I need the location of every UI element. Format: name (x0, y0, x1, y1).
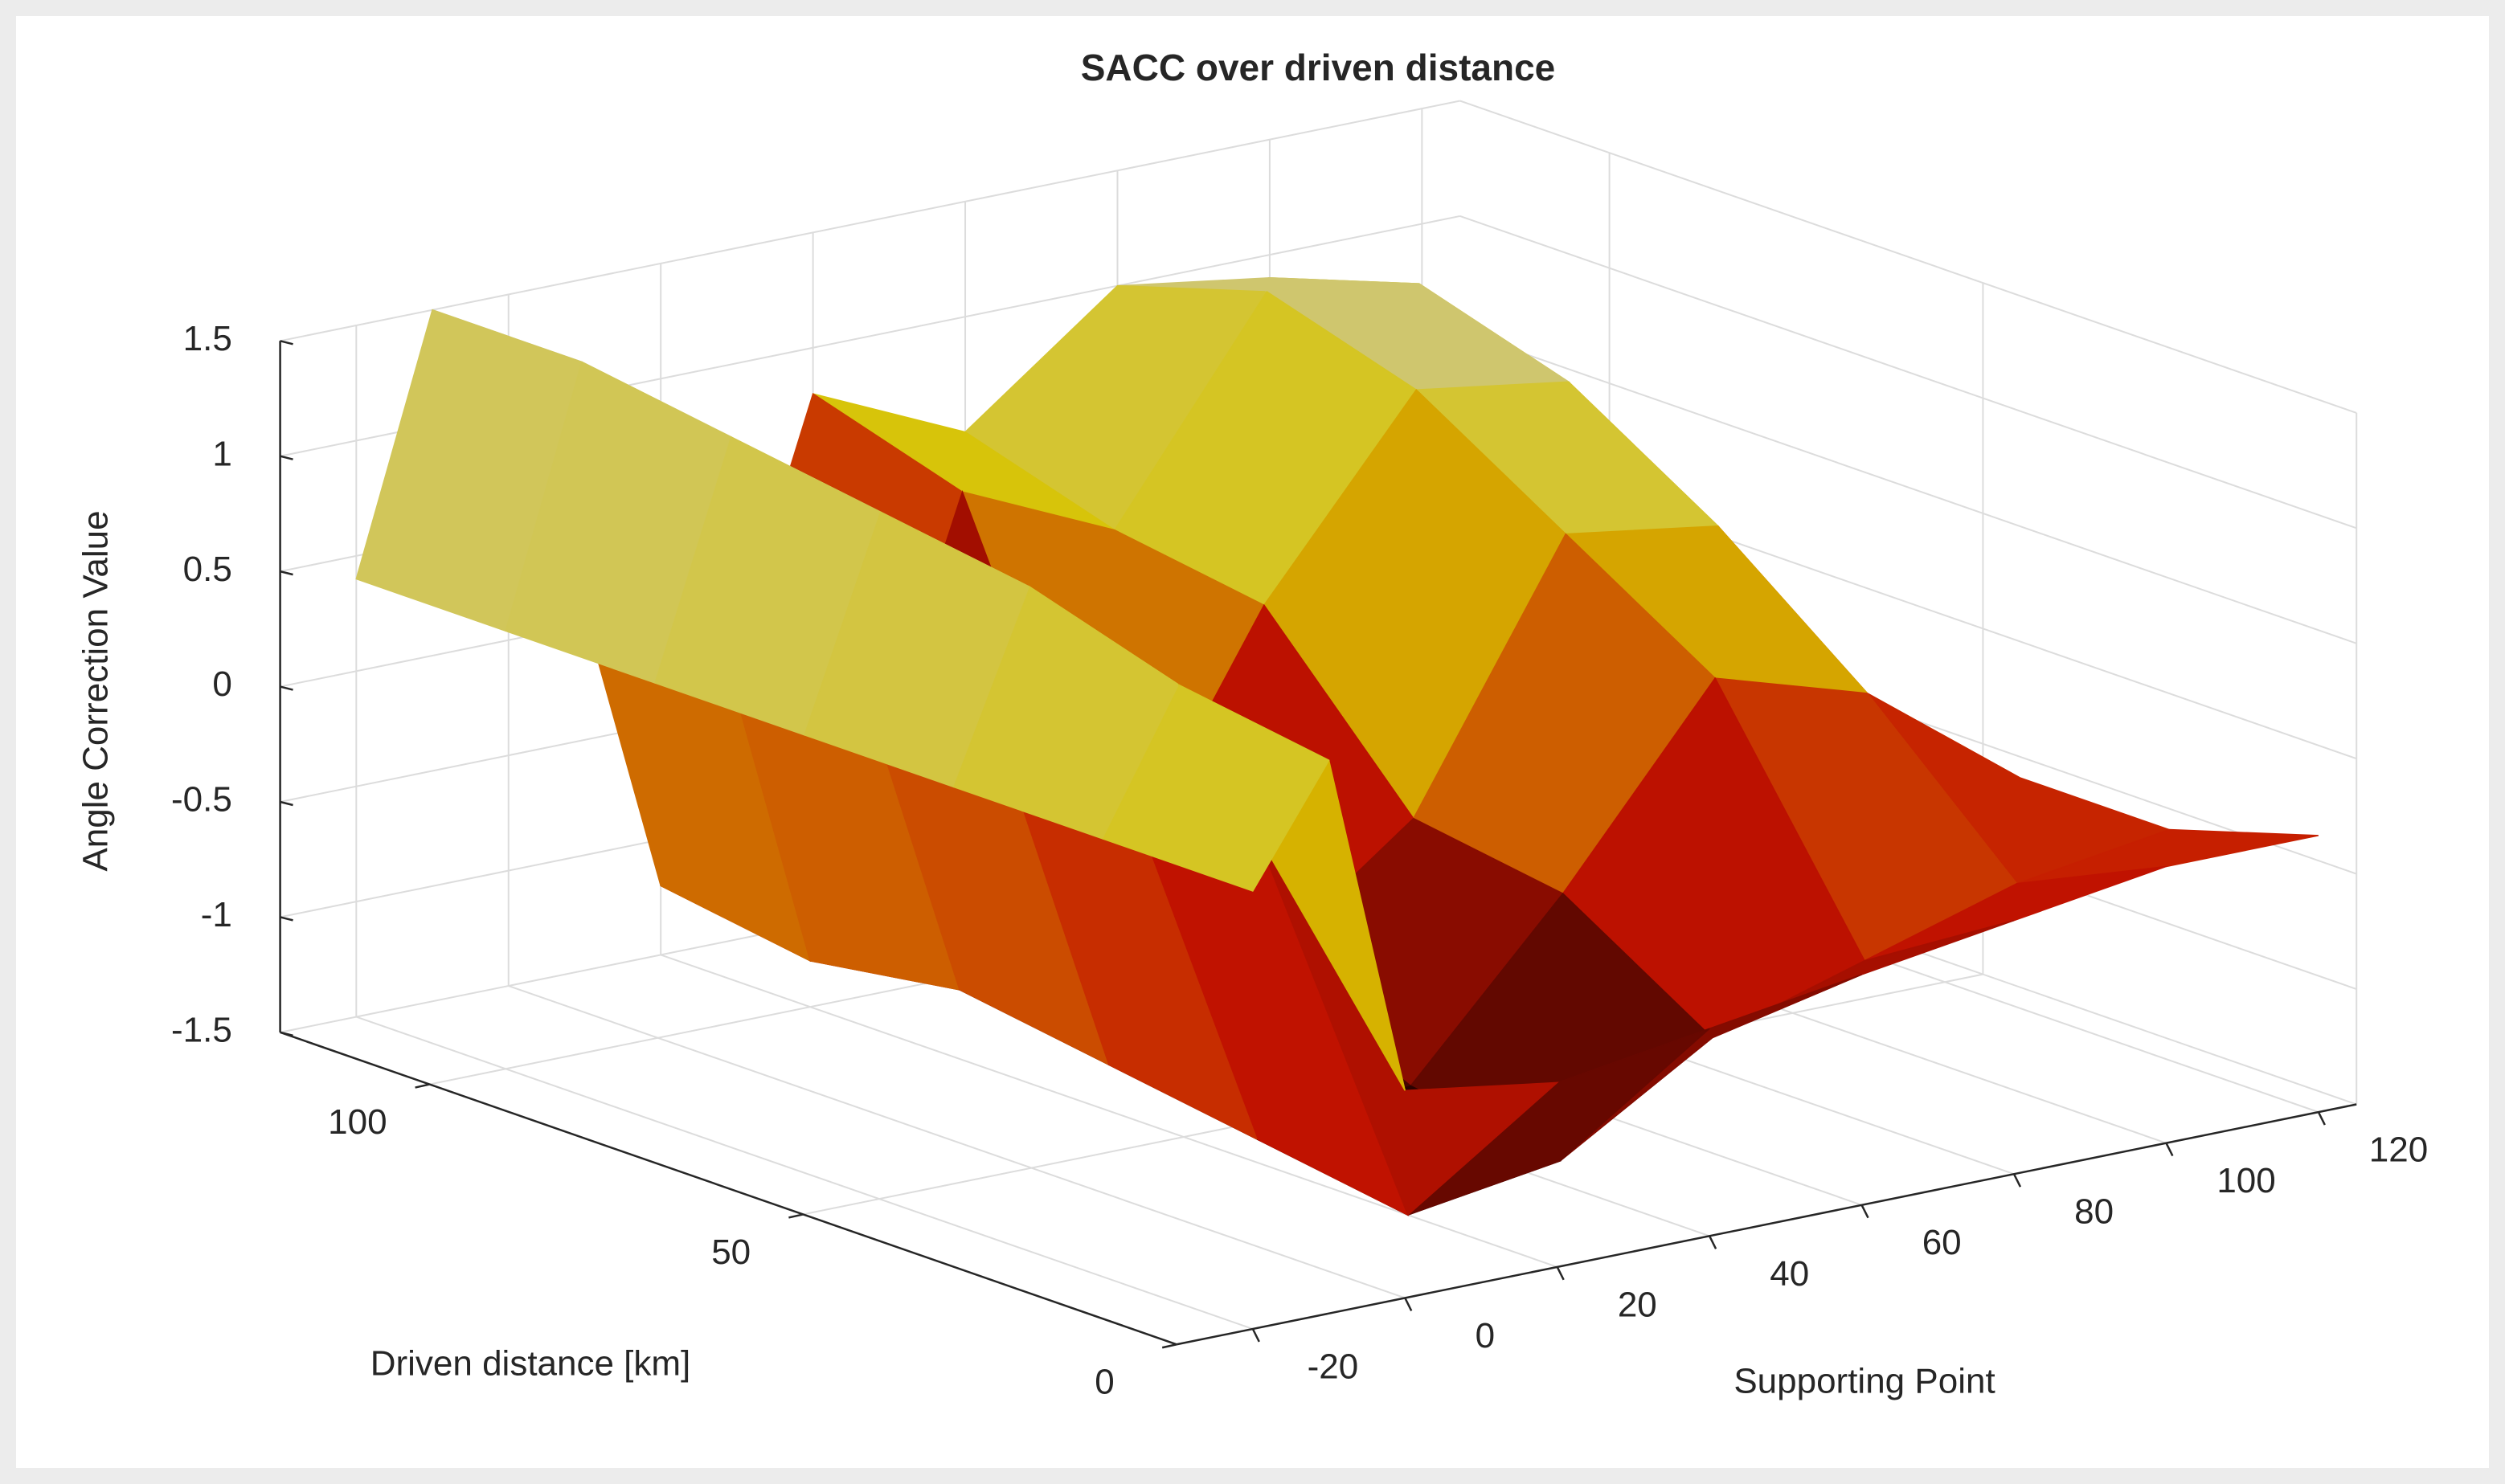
tick-mark (1404, 1297, 1413, 1311)
x-tick-label: 80 (2074, 1192, 2114, 1232)
x-tick-label: 40 (1770, 1254, 1809, 1294)
tick-mark (1251, 1328, 1260, 1343)
z-axis-label: Angle Correction Value (76, 510, 116, 871)
y-axis-label: Driven distance [km] (370, 1344, 691, 1384)
surface-cell (1102, 684, 1330, 892)
axis-line (1176, 1103, 2357, 1346)
x-tick-label: 120 (2369, 1130, 2428, 1170)
x-tick-label: 100 (2216, 1161, 2275, 1200)
tick-mark (280, 1031, 293, 1037)
y-tick-label: 0 (1095, 1363, 1114, 1402)
x-tick-label: 60 (1922, 1223, 1962, 1262)
z-tick-label: 1.5 (183, 319, 232, 358)
z-tick-label: 0 (212, 664, 231, 704)
chart-title: SACC over driven distance (1081, 47, 1556, 88)
tick-mark (1860, 1204, 1869, 1219)
y-tick-label: 100 (328, 1102, 387, 1142)
tick-mark (280, 570, 293, 576)
tick-mark (280, 916, 293, 922)
tick-mark (415, 1083, 430, 1089)
tick-mark (1556, 1266, 1565, 1281)
tick-mark (1161, 1343, 1177, 1349)
tick-mark (1709, 1235, 1717, 1249)
grid-line (280, 100, 1460, 342)
x-tick-label: -20 (1308, 1347, 1359, 1386)
grid-line (1459, 100, 2357, 414)
z-tick-label: -1 (201, 895, 232, 934)
x-tick-label: 20 (1618, 1285, 1657, 1324)
tick-mark (2165, 1143, 2174, 1157)
z-tick-label: -1.5 (171, 1010, 232, 1049)
tick-mark (280, 800, 293, 807)
tick-mark (280, 455, 293, 460)
grid-line (1459, 215, 2357, 529)
grid-line (1459, 330, 2357, 644)
tick-mark (280, 685, 293, 691)
x-tick-label: 0 (1476, 1316, 1495, 1355)
y-tick-label: 50 (711, 1233, 751, 1272)
z-tick-label: 0.5 (183, 550, 232, 589)
tick-mark (280, 340, 293, 345)
tick-mark (2317, 1111, 2326, 1126)
x-axis-label: Supporting Point (1733, 1362, 1995, 1401)
tick-mark (2012, 1173, 2022, 1188)
z-tick-label: 1 (212, 434, 231, 473)
z-tick-label: -0.5 (171, 780, 232, 820)
tick-mark (788, 1213, 804, 1219)
